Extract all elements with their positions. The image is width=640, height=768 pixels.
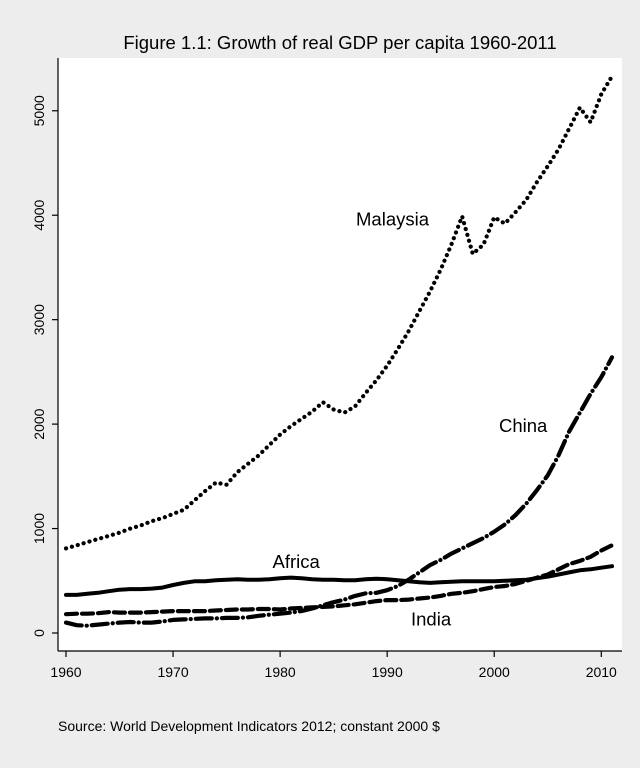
- series-lines: [63, 74, 615, 628]
- series-line-china: [63, 355, 615, 628]
- x-tick-label: 1980: [265, 664, 296, 680]
- series-label-india: India: [411, 608, 452, 629]
- source-note: Source: World Development Indicators 201…: [58, 718, 440, 734]
- y-tick-label: 1000: [31, 513, 47, 544]
- y-axis-ticks: 0 1000 2000 3000 4000 5000: [31, 95, 58, 637]
- plot-area: [58, 58, 622, 651]
- x-tick-label: 2010: [586, 664, 617, 680]
- y-tick-label: 5000: [31, 95, 47, 126]
- series-labels: Malaysia China Africa India: [273, 208, 548, 629]
- series-label-malaysia: Malaysia: [356, 208, 430, 229]
- x-axis-ticks: 1960 1970 1980 1990 2000 2010: [50, 651, 617, 680]
- series-label-africa: Africa: [273, 551, 321, 572]
- y-tick-label: 2000: [31, 408, 47, 439]
- chart-title: Figure 1.1: Growth of real GDP per capit…: [123, 32, 556, 53]
- series-label-china: China: [499, 415, 548, 436]
- series-line-malaysia: [63, 74, 615, 551]
- y-tick-label: 3000: [31, 304, 47, 335]
- x-tick-label: 1970: [157, 664, 188, 680]
- series-line-india: [63, 543, 615, 617]
- series-line-africa: [64, 564, 614, 597]
- y-tick-label: 4000: [31, 199, 47, 230]
- y-tick-label: 0: [31, 629, 47, 637]
- x-tick-label: 2000: [479, 664, 510, 680]
- x-tick-label: 1990: [372, 664, 403, 680]
- x-tick-label: 1960: [50, 664, 81, 680]
